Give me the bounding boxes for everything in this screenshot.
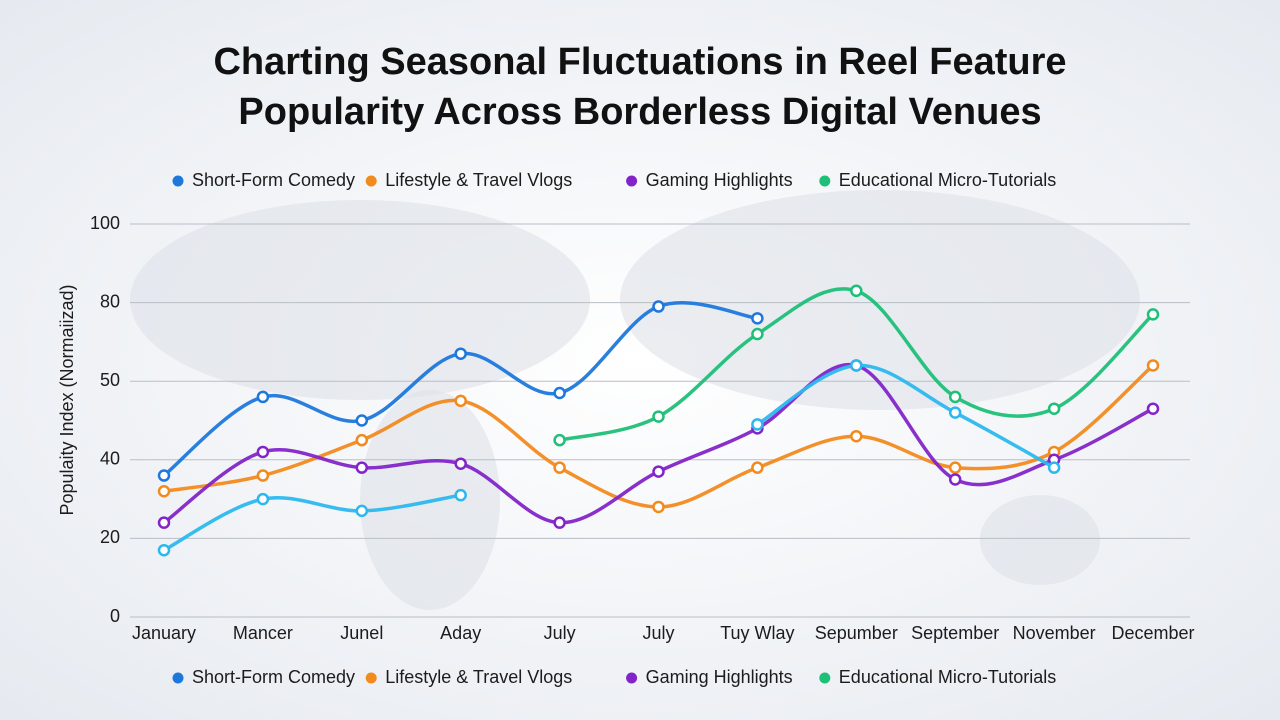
legend-marker <box>626 175 638 187</box>
legend-marker <box>626 672 638 684</box>
data-point <box>553 386 566 400</box>
data-point <box>355 414 369 427</box>
data-point <box>256 469 270 482</box>
y-tick-label: 80 <box>100 291 120 311</box>
map-shape <box>980 495 1100 585</box>
data-point <box>157 484 171 498</box>
data-point <box>553 433 566 447</box>
data-point <box>256 390 270 404</box>
legend-marker <box>172 175 184 187</box>
data-point <box>1146 359 1160 372</box>
legend-label: Gaming Highlights <box>646 170 793 190</box>
x-tick-label: Aday <box>440 623 481 643</box>
data-point <box>256 492 270 506</box>
y-tick-label: 50 <box>100 370 120 390</box>
legend-label: Lifestyle & Travel Vlogs <box>385 667 572 687</box>
data-point <box>454 394 467 408</box>
data-point <box>751 461 764 474</box>
legend-marker <box>819 175 831 187</box>
legend-label: Lifestyle & Travel Vlogs <box>385 170 572 190</box>
map-shape <box>130 200 590 400</box>
legend-marker <box>365 672 377 684</box>
data-point <box>454 347 467 360</box>
x-tick-label: January <box>132 623 196 643</box>
y-tick-label: 100 <box>90 213 120 233</box>
chart-title: Popularity Across Borderless Digital Ven… <box>238 91 1041 133</box>
data-point <box>850 429 863 443</box>
data-point <box>652 410 665 423</box>
x-tick-label: September <box>911 623 999 643</box>
legend-label: Short-Form Comedy <box>192 170 355 190</box>
data-point <box>948 461 962 474</box>
data-point <box>850 284 863 298</box>
data-point <box>652 465 665 478</box>
x-tick-label: Sepumber <box>815 623 898 643</box>
y-tick-label: 0 <box>110 606 120 626</box>
x-tick-label: December <box>1111 623 1194 643</box>
data-point <box>355 461 369 474</box>
legend-label: Educational Micro-Tutorials <box>839 667 1056 687</box>
x-tick-label: Tuy Wlay <box>720 623 794 643</box>
y-tick-label: 40 <box>100 449 120 469</box>
data-point <box>1047 402 1061 415</box>
x-tick-label: July <box>642 623 674 643</box>
data-point <box>553 516 566 529</box>
chart-title: Charting Seasonal Fluctuations in Reel F… <box>213 41 1066 83</box>
data-point <box>355 433 369 447</box>
data-point <box>751 327 764 341</box>
y-axis-label: Populaity Index (Normaiizad) <box>57 284 77 515</box>
data-point <box>751 418 764 431</box>
data-point <box>948 390 962 404</box>
y-tick-label: 20 <box>100 527 120 547</box>
data-point <box>553 461 566 474</box>
data-point <box>454 457 467 470</box>
data-point <box>157 516 171 529</box>
x-tick-label: Junel <box>340 623 383 643</box>
legend-marker <box>172 672 184 684</box>
legend-label: Short-Form Comedy <box>192 667 355 687</box>
map-shape <box>620 190 1140 410</box>
data-point <box>948 473 962 486</box>
data-point <box>948 406 962 419</box>
legend-marker <box>819 672 831 684</box>
data-point <box>1047 461 1061 474</box>
legend-label: Gaming Highlights <box>646 667 793 687</box>
data-point <box>157 543 171 557</box>
data-point <box>850 359 863 372</box>
data-point <box>652 300 665 313</box>
series-line <box>162 363 1056 552</box>
data-point <box>652 500 665 514</box>
data-point <box>157 469 171 482</box>
data-point <box>1146 308 1160 321</box>
x-tick-label: Mancer <box>233 623 293 643</box>
x-tick-label: July <box>544 623 576 643</box>
data-point <box>256 445 270 459</box>
legend-label: Educational Micro-Tutorials <box>839 170 1056 190</box>
data-point <box>355 504 369 518</box>
data-point <box>1146 402 1160 415</box>
x-tick-label: November <box>1013 623 1096 643</box>
data-point <box>751 312 764 325</box>
data-point <box>454 488 467 502</box>
legend-marker <box>365 175 377 187</box>
